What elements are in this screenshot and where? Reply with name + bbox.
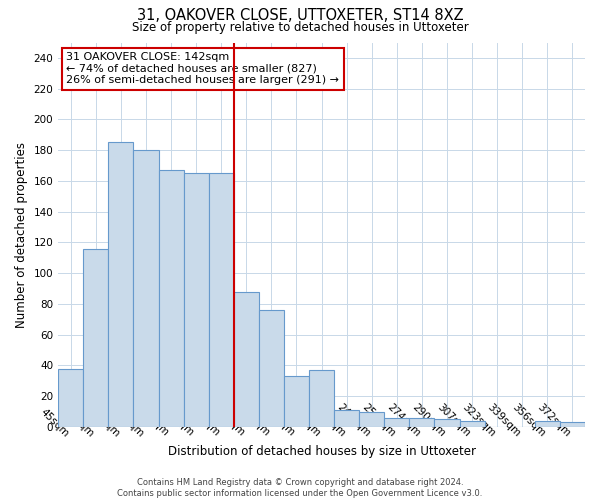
Y-axis label: Number of detached properties: Number of detached properties [15,142,28,328]
Bar [234,292,259,427]
Bar [385,418,409,427]
Text: 31 OAKOVER CLOSE: 142sqm
← 74% of detached houses are smaller (827)
26% of semi-: 31 OAKOVER CLOSE: 142sqm ← 74% of detach… [66,52,339,86]
Bar [434,420,460,427]
Text: Size of property relative to detached houses in Uttoxeter: Size of property relative to detached ho… [131,21,469,34]
Bar [560,422,585,427]
Bar [133,150,158,427]
Bar [284,376,309,427]
Bar [109,142,133,427]
Bar [209,173,234,427]
X-axis label: Distribution of detached houses by size in Uttoxeter: Distribution of detached houses by size … [167,444,476,458]
Bar [83,248,109,427]
Bar [359,412,385,427]
Bar [309,370,334,427]
Bar [334,410,359,427]
Bar [158,170,184,427]
Text: Contains HM Land Registry data © Crown copyright and database right 2024.
Contai: Contains HM Land Registry data © Crown c… [118,478,482,498]
Bar [409,418,434,427]
Bar [535,421,560,427]
Bar [259,310,284,427]
Bar [58,368,83,427]
Bar [460,421,485,427]
Bar [184,173,209,427]
Text: 31, OAKOVER CLOSE, UTTOXETER, ST14 8XZ: 31, OAKOVER CLOSE, UTTOXETER, ST14 8XZ [137,8,463,22]
